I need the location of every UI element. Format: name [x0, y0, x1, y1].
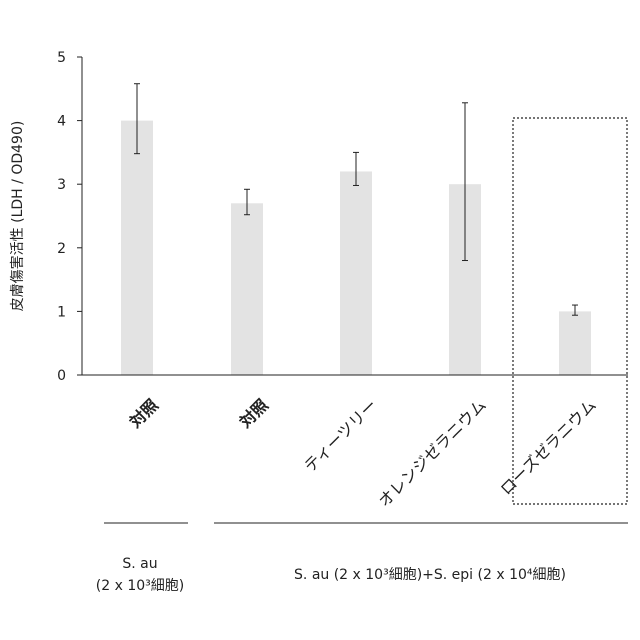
category-label: 対照 [125, 395, 162, 432]
group-label-mixed: S. au (2 x 10³細胞)+S. epi (2 x 10⁴細胞) [230, 564, 630, 586]
category-label: ローズゼラニウム [496, 395, 599, 498]
group-label-s-au-count: (2 x 10³細胞) [60, 575, 220, 597]
bar [121, 121, 153, 375]
y-axis-label: 皮膚傷害活性 (LDH / OD490) [10, 121, 26, 312]
category-label: オレンジゼラニウム [375, 395, 490, 510]
y-tick-label: 5 [57, 50, 66, 66]
y-tick-label: 2 [57, 241, 66, 257]
bar [231, 203, 263, 375]
bar [340, 171, 372, 375]
category-label: 対照 [235, 395, 272, 432]
y-tick-label: 0 [57, 368, 66, 384]
y-tick-label: 3 [57, 177, 66, 193]
y-tick-label: 4 [57, 114, 66, 130]
category-label: ティーツリー [300, 395, 380, 475]
group-label-s-au: S. au (2 x 10³細胞) [60, 553, 220, 597]
highlight-box [513, 118, 627, 504]
group-label-s-au-name: S. au [60, 553, 220, 575]
category-labels: 対照対照ティーツリーオレンジゼラニウムローズゼラニウム [125, 395, 600, 510]
bar [559, 311, 591, 375]
group-label-mixed-name: S. au (2 x 10³細胞)+S. epi (2 x 10⁴細胞) [230, 564, 630, 586]
y-tick-label: 1 [57, 304, 66, 320]
y-axis-ticks: 0 1 2 3 4 5 [57, 50, 82, 384]
